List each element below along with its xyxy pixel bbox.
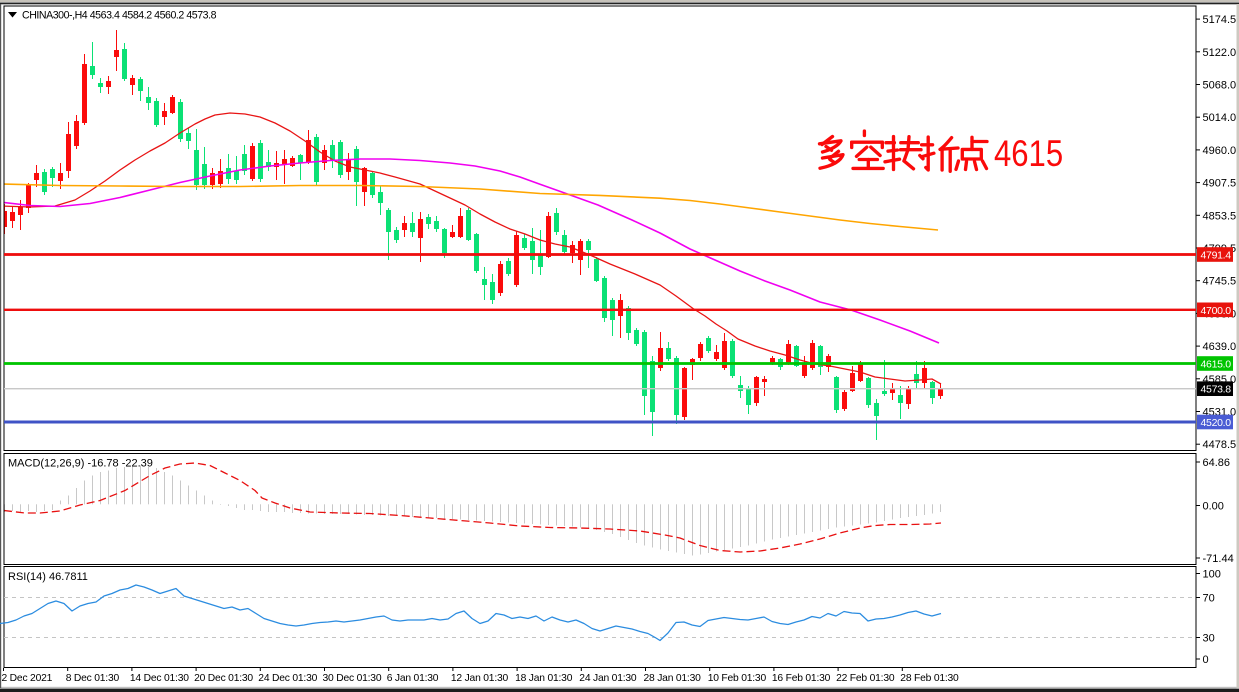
svg-text:RSI(14) 46.7811: RSI(14) 46.7811 — [8, 571, 88, 583]
svg-text:MACD(12,26,9) -16.78 -22.39: MACD(12,26,9) -16.78 -22.39 — [8, 458, 153, 470]
svg-text:100: 100 — [1203, 569, 1221, 581]
svg-text:30: 30 — [1203, 633, 1215, 645]
svg-text:12 Jan 01:30: 12 Jan 01:30 — [451, 673, 509, 684]
svg-text:30 Dec 01:30: 30 Dec 01:30 — [323, 673, 382, 684]
svg-text:24 Jan 01:30: 24 Jan 01:30 — [579, 673, 637, 684]
svg-text:4615: 4615 — [994, 134, 1063, 175]
svg-text:28 Jan 01:30: 28 Jan 01:30 — [644, 673, 702, 684]
svg-text:16 Feb 01:30: 16 Feb 01:30 — [772, 673, 831, 684]
svg-text:2 Dec 2021: 2 Dec 2021 — [2, 673, 53, 684]
svg-text:4478.5: 4478.5 — [1203, 439, 1237, 451]
svg-text:28 Feb 01:30: 28 Feb 01:30 — [900, 673, 959, 684]
svg-text:4700.0: 4700.0 — [1201, 305, 1232, 317]
svg-text:64.86: 64.86 — [1203, 457, 1231, 469]
svg-text:0: 0 — [1203, 654, 1209, 666]
svg-text:5122.0: 5122.0 — [1203, 47, 1237, 59]
svg-text:4520.0: 4520.0 — [1201, 417, 1232, 429]
svg-text:18 Jan 01:30: 18 Jan 01:30 — [515, 673, 573, 684]
svg-text:4639.0: 4639.0 — [1203, 341, 1237, 353]
svg-text:24 Dec 01:30: 24 Dec 01:30 — [258, 673, 317, 684]
svg-text:4573.8: 4573.8 — [1201, 384, 1232, 396]
svg-text:4960.0: 4960.0 — [1203, 145, 1237, 157]
svg-text:4745.5: 4745.5 — [1203, 276, 1237, 288]
svg-text:4907.5: 4907.5 — [1203, 178, 1237, 190]
svg-text:6 Jan 01:30: 6 Jan 01:30 — [387, 673, 439, 684]
svg-text:5068.0: 5068.0 — [1203, 80, 1237, 92]
svg-text:5174.5: 5174.5 — [1203, 14, 1237, 26]
svg-text:4615.0: 4615.0 — [1201, 359, 1232, 371]
svg-text:20 Dec 01:30: 20 Dec 01:30 — [194, 673, 253, 684]
svg-text:22 Feb 01:30: 22 Feb 01:30 — [836, 673, 895, 684]
svg-text:4853.5: 4853.5 — [1203, 210, 1237, 222]
svg-text:14 Dec 01:30: 14 Dec 01:30 — [130, 673, 189, 684]
svg-text:4791.4: 4791.4 — [1201, 250, 1232, 262]
svg-text:CHINA300-,H4 4563.4 4584.2 45: CHINA300-,H4 4563.4 4584.2 4560.2 4573.8 — [22, 9, 217, 21]
svg-text:5014.0: 5014.0 — [1203, 112, 1237, 124]
svg-text:70: 70 — [1203, 593, 1215, 605]
svg-text:8 Dec 01:30: 8 Dec 01:30 — [66, 673, 120, 684]
svg-text:-71.44: -71.44 — [1203, 553, 1234, 565]
svg-text:10 Feb 01:30: 10 Feb 01:30 — [708, 673, 767, 684]
svg-text:0.00: 0.00 — [1203, 501, 1224, 513]
